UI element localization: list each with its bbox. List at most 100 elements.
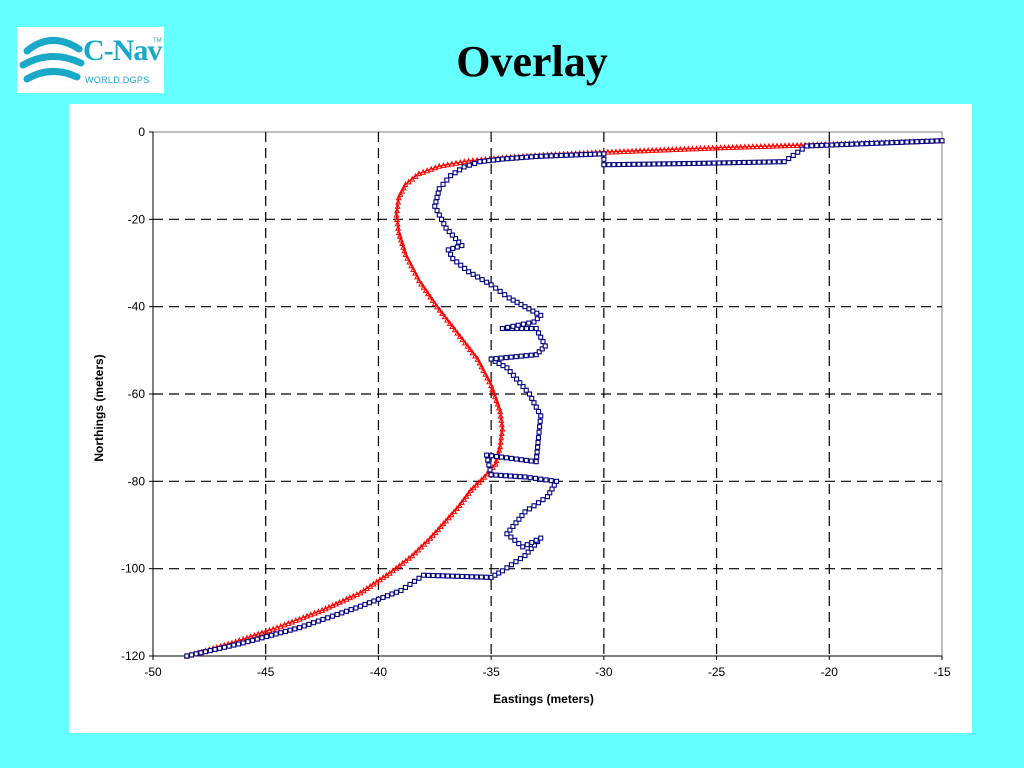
data-point <box>397 236 404 243</box>
data-point <box>756 159 762 165</box>
data-point <box>795 149 801 155</box>
data-point <box>301 623 307 629</box>
data-point <box>829 142 835 148</box>
data-point <box>412 172 419 179</box>
overlay-chart: -50 -45 -40 -35 -30 -25 -20 -15 0 -20 -40 -60 -80 -10… <box>92 125 951 706</box>
data-point <box>315 618 321 624</box>
data-point <box>894 139 900 146</box>
data-point <box>568 152 574 158</box>
data-point <box>497 288 503 294</box>
data-point <box>488 282 494 288</box>
data-point <box>533 352 539 358</box>
data-point <box>527 475 533 481</box>
x-tick-label: -30 <box>595 665 613 679</box>
data-point <box>606 162 612 168</box>
data-point <box>786 155 792 162</box>
data-point <box>776 159 782 165</box>
data-point <box>343 608 350 614</box>
data-point <box>534 316 540 322</box>
data-point <box>536 429 542 435</box>
data-point <box>457 167 463 173</box>
data-point <box>765 142 772 149</box>
data-point <box>402 181 409 188</box>
data-point <box>548 478 554 484</box>
data-point <box>553 478 560 484</box>
data-point <box>558 152 564 159</box>
data-point <box>415 546 422 553</box>
data-point <box>502 292 508 298</box>
data-point <box>641 147 648 154</box>
data-point <box>531 542 537 548</box>
data-point <box>757 143 764 150</box>
data-point <box>766 159 772 165</box>
data-point <box>394 202 401 209</box>
data-point <box>292 626 298 632</box>
y-tick-label: -100 <box>121 562 145 576</box>
data-point <box>528 352 534 358</box>
data-point <box>422 286 429 293</box>
data-point <box>407 581 413 587</box>
data-point <box>535 330 542 336</box>
data-point <box>705 144 712 151</box>
data-point <box>433 199 439 205</box>
data-point <box>538 535 544 541</box>
data-point <box>306 621 312 627</box>
data-point <box>711 160 717 166</box>
data-point <box>625 147 632 154</box>
data-point <box>909 139 915 145</box>
x-tick-label: -45 <box>257 665 275 679</box>
data-point <box>548 153 554 159</box>
data-point <box>879 140 885 146</box>
data-point <box>437 523 444 530</box>
data-point <box>436 212 442 218</box>
data-point <box>519 155 525 161</box>
data-point <box>523 353 529 359</box>
data-point <box>677 145 684 152</box>
data-point <box>499 156 505 162</box>
data-point <box>794 141 801 148</box>
data-point <box>510 372 516 378</box>
data-point <box>443 517 450 524</box>
data-point <box>418 280 425 287</box>
data-point <box>513 559 519 565</box>
data-point <box>665 146 672 153</box>
data-point <box>701 160 707 166</box>
c-nav-logo: C-Nav TM WORLD DGPS <box>17 27 164 93</box>
data-point <box>440 161 447 169</box>
data-point <box>415 277 423 284</box>
data-point <box>217 645 223 651</box>
page-title: Overlay <box>456 37 608 86</box>
data-point <box>498 472 504 478</box>
data-point <box>874 140 880 146</box>
data-point <box>289 618 296 625</box>
data-point <box>542 343 548 349</box>
data-point <box>420 572 427 578</box>
data-point <box>484 279 490 285</box>
data-point <box>270 625 277 632</box>
data-point <box>539 346 545 352</box>
data-point <box>612 148 619 155</box>
data-point <box>524 154 530 160</box>
data-point <box>669 146 676 153</box>
x-tick-label: -25 <box>708 665 726 679</box>
data-point <box>475 274 481 280</box>
data-point <box>517 380 523 386</box>
data-point <box>462 265 468 272</box>
data-point <box>508 455 514 461</box>
data-point <box>488 381 495 388</box>
data-point <box>809 143 815 149</box>
data-point <box>434 208 440 214</box>
data-point <box>439 309 446 316</box>
data-point <box>400 184 407 191</box>
data-point <box>474 355 481 362</box>
data-point <box>537 418 543 424</box>
data-point <box>538 476 544 482</box>
data-point <box>395 194 402 201</box>
data-point <box>203 649 209 655</box>
data-point <box>454 573 460 579</box>
data-point <box>681 161 687 167</box>
data-point <box>629 147 636 154</box>
data-point <box>493 396 500 403</box>
data-point <box>444 316 451 323</box>
data-point <box>371 598 377 604</box>
